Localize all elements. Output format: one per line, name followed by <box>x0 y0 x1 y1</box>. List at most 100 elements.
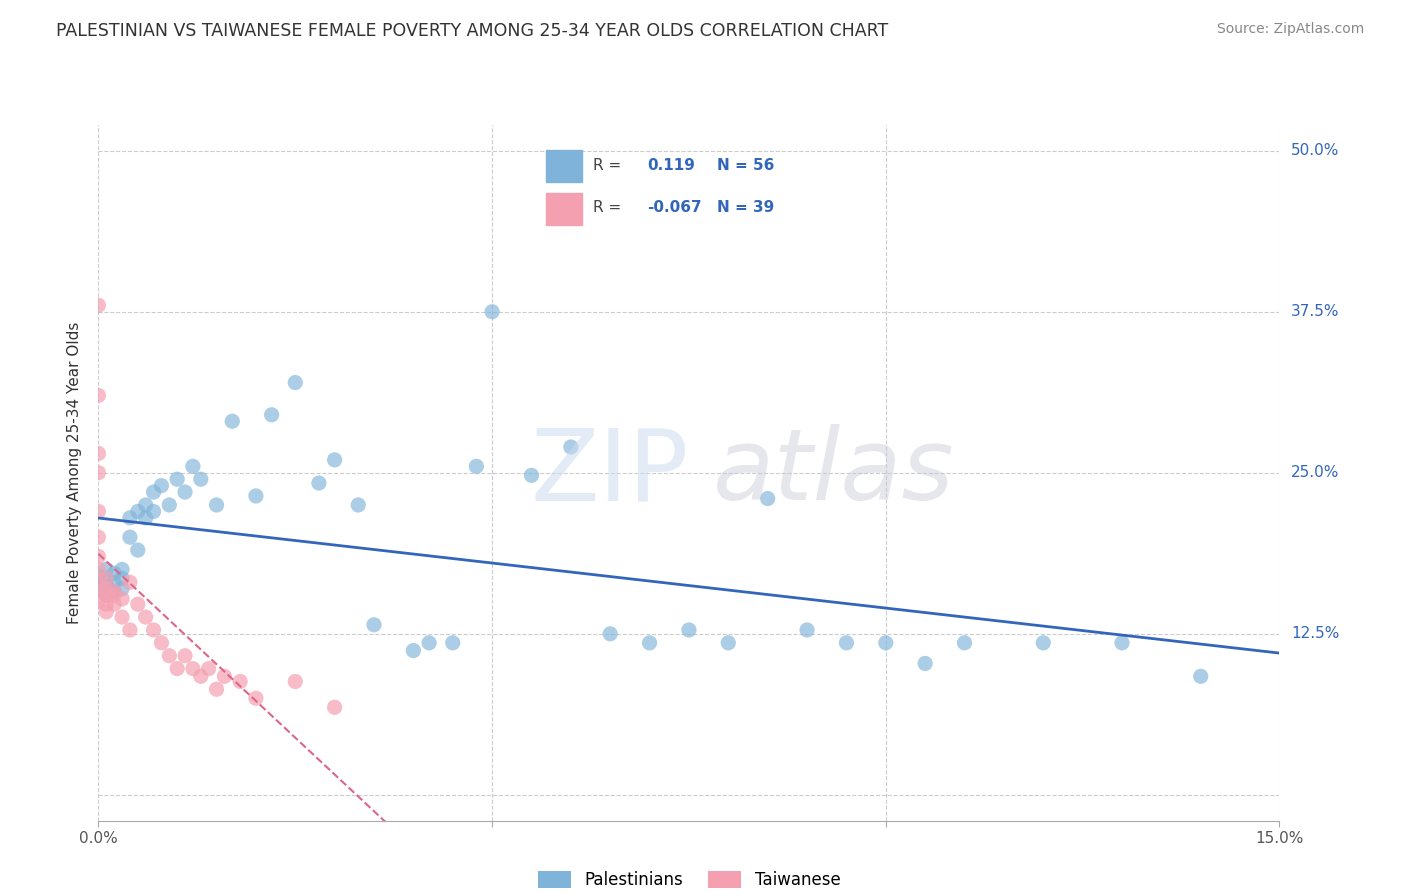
Palestinians <box>87 582 110 596</box>
Text: -0.067: -0.067 <box>647 201 702 215</box>
Palestinians <box>127 543 149 558</box>
Taiwanese <box>323 700 346 714</box>
Taiwanese <box>181 662 204 676</box>
Palestinians <box>205 498 228 512</box>
Palestinians <box>481 304 503 318</box>
Text: N = 56: N = 56 <box>717 159 775 173</box>
Text: 25.0%: 25.0% <box>1291 466 1340 480</box>
Taiwanese <box>118 575 141 590</box>
Taiwanese <box>87 388 110 402</box>
Palestinians <box>96 579 118 593</box>
Palestinians <box>221 414 243 428</box>
Palestinians <box>245 489 267 503</box>
Text: 50.0%: 50.0% <box>1291 143 1340 158</box>
Palestinians <box>953 636 976 650</box>
Text: N = 39: N = 39 <box>717 201 775 215</box>
Palestinians <box>441 636 464 650</box>
Taiwanese <box>157 648 180 663</box>
Palestinians <box>111 582 134 596</box>
Palestinians <box>717 636 740 650</box>
Palestinians <box>875 636 897 650</box>
Bar <box>546 150 582 182</box>
Legend: Palestinians, Taiwanese: Palestinians, Taiwanese <box>531 864 846 892</box>
Text: 12.5%: 12.5% <box>1291 626 1340 641</box>
Taiwanese <box>96 571 118 585</box>
Text: ZIP: ZIP <box>530 425 689 521</box>
Taiwanese <box>87 584 110 599</box>
Palestinians <box>135 498 157 512</box>
Palestinians <box>190 472 212 486</box>
Palestinians <box>87 569 110 583</box>
Palestinians <box>142 504 165 518</box>
Palestinians <box>835 636 858 650</box>
Palestinians <box>103 575 125 590</box>
Palestinians <box>465 459 488 474</box>
Taiwanese <box>205 682 228 697</box>
Taiwanese <box>96 605 118 619</box>
Taiwanese <box>174 648 197 663</box>
Palestinians <box>127 504 149 518</box>
Text: R =: R = <box>593 201 621 215</box>
Palestinians <box>96 588 118 602</box>
Taiwanese <box>118 623 141 637</box>
Palestinians <box>1032 636 1054 650</box>
Palestinians <box>118 511 141 525</box>
Taiwanese <box>87 466 110 480</box>
Text: 0.119: 0.119 <box>647 159 695 173</box>
Palestinians <box>560 440 582 454</box>
Palestinians <box>520 468 543 483</box>
Palestinians <box>103 584 125 599</box>
Palestinians <box>363 617 385 632</box>
Bar <box>546 193 582 225</box>
Taiwanese <box>103 588 125 602</box>
Palestinians <box>323 453 346 467</box>
Taiwanese <box>87 594 110 608</box>
Taiwanese <box>284 674 307 689</box>
Palestinians <box>756 491 779 506</box>
Taiwanese <box>87 504 110 518</box>
Taiwanese <box>87 446 110 460</box>
Taiwanese <box>229 674 252 689</box>
Taiwanese <box>214 669 236 683</box>
Palestinians <box>118 530 141 544</box>
Taiwanese <box>245 691 267 706</box>
Taiwanese <box>135 610 157 624</box>
Taiwanese <box>96 582 118 596</box>
Palestinians <box>111 571 134 585</box>
Palestinians <box>135 511 157 525</box>
Palestinians <box>599 627 621 641</box>
Palestinians <box>166 472 188 486</box>
Palestinians <box>1111 636 1133 650</box>
Palestinians <box>347 498 370 512</box>
Taiwanese <box>142 623 165 637</box>
Taiwanese <box>197 662 219 676</box>
Palestinians <box>796 623 818 637</box>
Palestinians <box>181 459 204 474</box>
Palestinians <box>87 575 110 590</box>
Text: 37.5%: 37.5% <box>1291 304 1340 319</box>
Y-axis label: Female Poverty Among 25-34 Year Olds: Female Poverty Among 25-34 Year Olds <box>67 322 83 624</box>
Taiwanese <box>96 597 118 611</box>
Palestinians <box>914 657 936 671</box>
Taiwanese <box>87 575 110 590</box>
Palestinians <box>96 571 118 585</box>
Palestinians <box>96 562 118 576</box>
Palestinians <box>142 485 165 500</box>
Text: Source: ZipAtlas.com: Source: ZipAtlas.com <box>1216 22 1364 37</box>
Taiwanese <box>103 584 125 599</box>
Palestinians <box>418 636 440 650</box>
Taiwanese <box>127 597 149 611</box>
Taiwanese <box>111 592 134 607</box>
Taiwanese <box>166 662 188 676</box>
Taiwanese <box>87 530 110 544</box>
Taiwanese <box>87 562 110 576</box>
Taiwanese <box>87 549 110 564</box>
Palestinians <box>103 566 125 581</box>
Taiwanese <box>103 597 125 611</box>
Text: atlas: atlas <box>713 425 955 521</box>
Taiwanese <box>111 610 134 624</box>
Taiwanese <box>150 636 173 650</box>
Palestinians <box>308 476 330 491</box>
Palestinians <box>638 636 661 650</box>
Taiwanese <box>96 588 118 602</box>
